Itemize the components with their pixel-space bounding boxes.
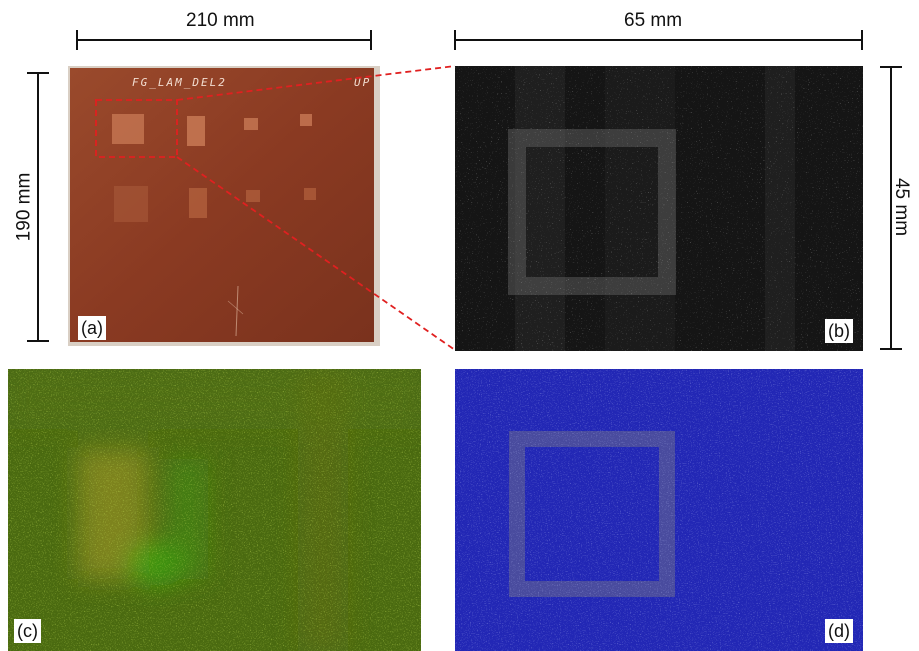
width-label-b: 65 mm <box>624 10 683 31</box>
panel-a-tag: (a) <box>78 316 106 340</box>
panel-c-image: (c) <box>8 369 421 651</box>
panel-b-tag: (b) <box>825 319 853 343</box>
panel-d-image: (d) <box>455 369 863 651</box>
panel-a-photo: FG_LAM_DEL2 UP (a) <box>68 66 380 346</box>
plate-label: FG_LAM_DEL2 <box>132 76 227 89</box>
width-label-a: 210 mm <box>186 10 255 31</box>
plate-corner-label: UP <box>354 76 372 89</box>
panel-c-tag: (c) <box>14 619 41 643</box>
panel-b-image: (b) <box>455 66 863 351</box>
panel-d-tag: (d) <box>825 619 853 643</box>
